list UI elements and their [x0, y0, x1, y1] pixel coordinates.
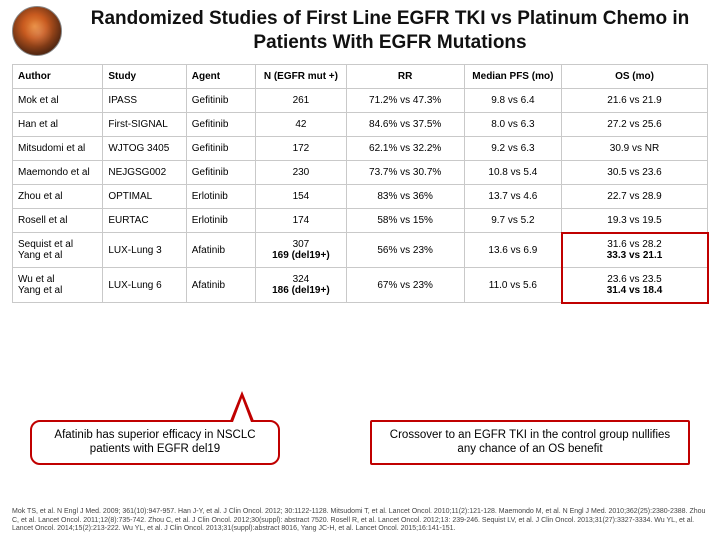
cell-author: Mitsudomi et al: [13, 137, 103, 161]
cell-author: Maemondo et al: [13, 161, 103, 185]
cell-study: IPASS: [103, 89, 186, 113]
cell-rr: 56% vs 23%: [346, 233, 464, 268]
cell-os: 23.6 vs 23.531.4 vs 18.4: [562, 268, 708, 303]
table-row: Rosell et alEURTACErlotinib17458% vs 15%…: [13, 209, 708, 233]
cell-pfs: 9.2 vs 6.3: [464, 137, 561, 161]
cell-study: EURTAC: [103, 209, 186, 233]
col-author: Author: [13, 65, 103, 89]
col-agent: Agent: [186, 65, 256, 89]
cell-pfs: 11.0 vs 5.6: [464, 268, 561, 303]
cell-os: 21.6 vs 21.9: [562, 89, 708, 113]
cell-rr: 83% vs 36%: [346, 185, 464, 209]
cell-agent: Erlotinib: [186, 185, 256, 209]
title-row: Randomized Studies of First Line EGFR TK…: [12, 6, 708, 56]
col-os: OS (mo): [562, 65, 708, 89]
cell-study: NEJGSG002: [103, 161, 186, 185]
cell-agent: Afatinib: [186, 268, 256, 303]
cell-n: 230: [256, 161, 346, 185]
callout-crossover: Crossover to an EGFR TKI in the control …: [370, 420, 690, 465]
cell-rr: 58% vs 15%: [346, 209, 464, 233]
cell-os: 27.2 vs 25.6: [562, 113, 708, 137]
cell-os: 30.9 vs NR: [562, 137, 708, 161]
cell-os: 31.6 vs 28.233.3 vs 21.1: [562, 233, 708, 268]
cell-agent: Gefitinib: [186, 137, 256, 161]
cell-pfs: 8.0 vs 6.3: [464, 113, 561, 137]
references: Mok TS, et al. N Engl J Med. 2009; 361(1…: [12, 508, 708, 534]
cell-os: 19.3 vs 19.5: [562, 209, 708, 233]
cell-n: 324186 (del19+): [256, 268, 346, 303]
cell-pfs: 9.8 vs 6.4: [464, 89, 561, 113]
col-n: N (EGFR mut +): [256, 65, 346, 89]
cell-rr: 84.6% vs 37.5%: [346, 113, 464, 137]
slide-title: Randomized Studies of First Line EGFR TK…: [72, 7, 708, 55]
cell-agent: Gefitinib: [186, 89, 256, 113]
table-row: Sequist et alYang et alLUX-Lung 3Afatini…: [13, 233, 708, 268]
table-row: Zhou et alOPTIMALErlotinib15483% vs 36%1…: [13, 185, 708, 209]
cell-study: OPTIMAL: [103, 185, 186, 209]
cell-n: 174: [256, 209, 346, 233]
cell-n: 154: [256, 185, 346, 209]
cell-n: 172: [256, 137, 346, 161]
table-row: Mitsudomi et alWJTOG 3405Gefitinib17262.…: [13, 137, 708, 161]
cell-rr: 73.7% vs 30.7%: [346, 161, 464, 185]
cell-rr: 62.1% vs 32.2%: [346, 137, 464, 161]
cell-n: 42: [256, 113, 346, 137]
col-rr: RR: [346, 65, 464, 89]
cell-author: Mok et al: [13, 89, 103, 113]
cell-study: WJTOG 3405: [103, 137, 186, 161]
cell-n: 261: [256, 89, 346, 113]
cell-rr: 67% vs 23%: [346, 268, 464, 303]
cell-study: LUX-Lung 6: [103, 268, 186, 303]
lung-logo-icon: [12, 6, 62, 56]
cell-author: Sequist et alYang et al: [13, 233, 103, 268]
cell-study: LUX-Lung 3: [103, 233, 186, 268]
table-row: Han et alFirst-SIGNALGefitinib4284.6% vs…: [13, 113, 708, 137]
cell-pfs: 13.7 vs 4.6: [464, 185, 561, 209]
table-row: Mok et alIPASSGefitinib26171.2% vs 47.3%…: [13, 89, 708, 113]
slide: Randomized Studies of First Line EGFR TK…: [0, 0, 720, 540]
callout-pointer-fill-icon: [233, 398, 251, 422]
cell-study: First-SIGNAL: [103, 113, 186, 137]
cell-agent: Afatinib: [186, 233, 256, 268]
cell-agent: Gefitinib: [186, 113, 256, 137]
cell-os: 30.5 vs 23.6: [562, 161, 708, 185]
cell-author: Zhou et al: [13, 185, 103, 209]
col-pfs: Median PFS (mo): [464, 65, 561, 89]
cell-rr: 71.2% vs 47.3%: [346, 89, 464, 113]
cell-author: Wu et alYang et al: [13, 268, 103, 303]
table-row: Wu et alYang et alLUX-Lung 6Afatinib3241…: [13, 268, 708, 303]
cell-pfs: 9.7 vs 5.2: [464, 209, 561, 233]
cell-pfs: 10.8 vs 5.4: [464, 161, 561, 185]
cell-pfs: 13.6 vs 6.9: [464, 233, 561, 268]
cell-agent: Gefitinib: [186, 161, 256, 185]
cell-n: 307169 (del19+): [256, 233, 346, 268]
cell-agent: Erlotinib: [186, 209, 256, 233]
cell-author: Han et al: [13, 113, 103, 137]
table-row: Maemondo et alNEJGSG002Gefitinib23073.7%…: [13, 161, 708, 185]
studies-table: AuthorStudyAgentN (EGFR mut +)RRMedian P…: [12, 64, 708, 303]
callout-afatinib: Afatinib has superior efficacy in NSCLC …: [30, 420, 280, 465]
cell-os: 22.7 vs 28.9: [562, 185, 708, 209]
col-study: Study: [103, 65, 186, 89]
cell-author: Rosell et al: [13, 209, 103, 233]
